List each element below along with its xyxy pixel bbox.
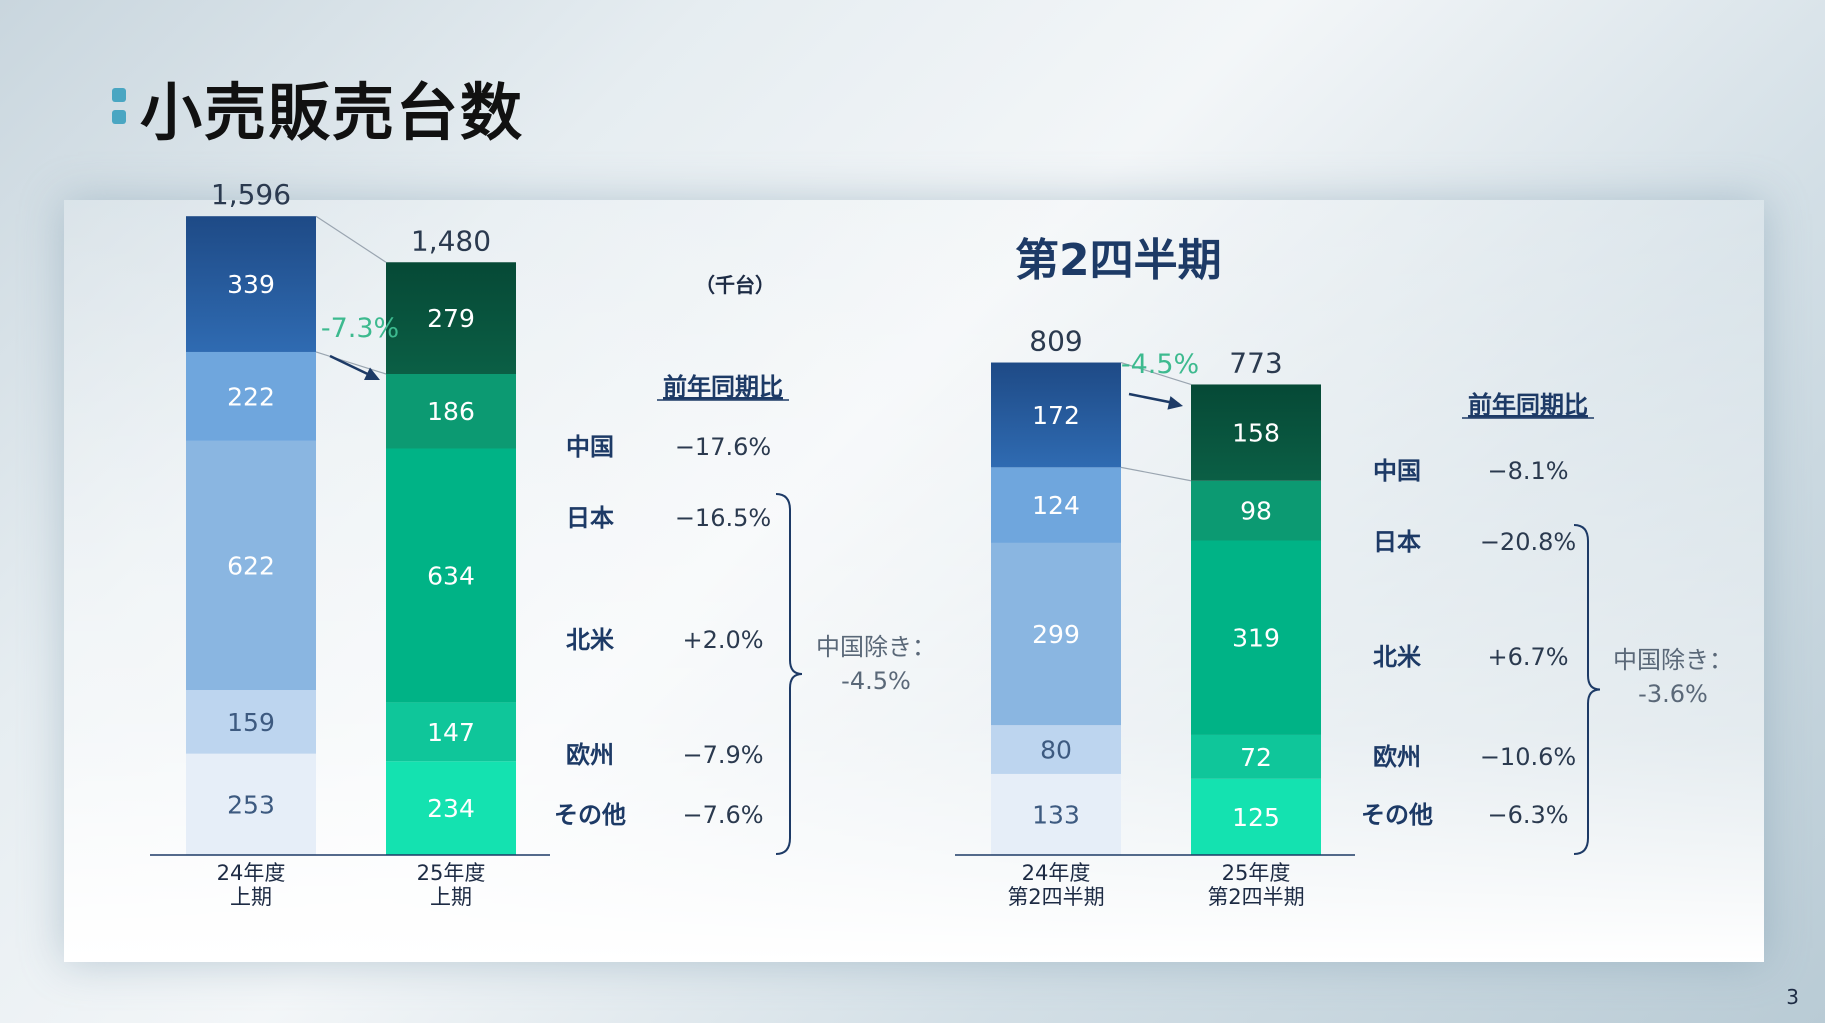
bar-segment xyxy=(186,689,316,754)
change-arrowhead-icon xyxy=(1167,396,1183,410)
bar-segment xyxy=(186,351,316,441)
data-label: 222 xyxy=(227,382,275,411)
yoy-value: −17.6% xyxy=(675,433,771,461)
bar-segment xyxy=(1191,734,1321,779)
total-label: 1,596 xyxy=(211,178,291,211)
data-label: 186 xyxy=(427,397,475,426)
total-label: 773 xyxy=(1229,346,1282,379)
bar-segment xyxy=(386,373,516,449)
legend-label: 中国 xyxy=(1373,457,1421,485)
connector-line xyxy=(1120,361,1192,386)
excl-china-value: -4.5% xyxy=(841,667,911,695)
bar-segment xyxy=(1191,778,1321,855)
change-label: -4.5% xyxy=(1121,349,1199,380)
data-label: 339 xyxy=(227,270,275,299)
bar-segment xyxy=(991,362,1121,468)
data-label: 234 xyxy=(427,794,475,823)
data-label: 634 xyxy=(427,561,475,590)
legend-label: 日本 xyxy=(1373,528,1421,556)
chart-2: 第2四半期1338029912417280924年度第2四半期125723199… xyxy=(955,235,1733,909)
change-label: -7.3% xyxy=(321,313,399,344)
brace-icon xyxy=(1573,524,1601,855)
page-title: 小売販売台数 xyxy=(140,76,525,149)
yoy-header: 前年同期比 xyxy=(663,373,783,401)
yoy-header: 前年同期比 xyxy=(1468,391,1588,419)
data-label: 622 xyxy=(227,551,275,580)
total-label: 809 xyxy=(1029,325,1082,358)
data-label: 72 xyxy=(1240,743,1272,772)
data-label: 125 xyxy=(1232,803,1280,832)
bar-segment xyxy=(386,761,516,855)
excl-china-label: 中国除き： xyxy=(1613,646,1733,674)
title-bullet-icon xyxy=(112,88,126,128)
yoy-value: −7.9% xyxy=(682,741,763,769)
data-label: 159 xyxy=(227,708,275,737)
bar-segment xyxy=(186,440,316,690)
data-label: 172 xyxy=(1032,401,1080,430)
connector-line xyxy=(315,215,387,263)
bar-segment xyxy=(386,702,516,762)
excl-china-value: -3.6% xyxy=(1638,680,1708,708)
yoy-value: −8.1% xyxy=(1487,457,1568,485)
legend-label: その他 xyxy=(554,801,626,829)
bar-segment xyxy=(991,467,1121,543)
yoy-value: −10.6% xyxy=(1480,743,1576,771)
category-label: 24年度 xyxy=(1022,861,1091,885)
yoy-value: +6.7% xyxy=(1487,643,1568,671)
legend-label: 日本 xyxy=(566,504,614,532)
bar-segment xyxy=(186,216,316,352)
yoy-value: −16.5% xyxy=(675,504,771,532)
chart-1: 上期（千台）2531596222223391,59624年度上期23414763… xyxy=(150,178,936,909)
chart-panel xyxy=(64,200,1764,962)
brace-icon xyxy=(775,493,803,855)
excl-china-label: 中国除き： xyxy=(816,633,936,661)
data-label: 299 xyxy=(1032,620,1080,649)
yoy-value: −7.6% xyxy=(682,801,763,829)
bar-segment xyxy=(1191,540,1321,735)
bar-segment xyxy=(1191,384,1321,481)
category-label: 25年度 xyxy=(1222,861,1291,885)
data-label: 98 xyxy=(1240,497,1272,526)
legend-label: 欧州 xyxy=(566,741,614,769)
bar-segment xyxy=(1191,480,1321,541)
page-number: 3 xyxy=(1786,985,1799,1009)
bar-segment xyxy=(386,262,516,374)
category-label: 第2四半期 xyxy=(1207,885,1304,909)
chart-title: 第2四半期 xyxy=(1015,235,1222,286)
unit-label: （千台） xyxy=(695,273,775,297)
legend-label: その他 xyxy=(1361,801,1433,829)
legend-label: 北米 xyxy=(1373,643,1421,671)
yoy-value: −20.8% xyxy=(1480,528,1576,556)
legend-label: 欧州 xyxy=(1373,743,1421,771)
data-label: 133 xyxy=(1032,800,1080,829)
change-arrowhead-icon xyxy=(364,367,380,381)
data-label: 124 xyxy=(1032,491,1080,520)
category-label: 24年度 xyxy=(217,861,286,885)
yoy-value: −6.3% xyxy=(1487,801,1568,829)
legend-label: 北米 xyxy=(566,626,614,654)
data-label: 147 xyxy=(427,718,475,747)
category-label: 25年度 xyxy=(417,861,486,885)
data-label: 80 xyxy=(1040,736,1072,765)
bar-segment xyxy=(386,448,516,703)
category-label: 第2四半期 xyxy=(1007,885,1104,909)
bar-segment xyxy=(991,725,1121,774)
bar-segment xyxy=(186,753,316,855)
category-label: 上期 xyxy=(230,885,272,909)
bar-segment xyxy=(991,773,1121,855)
connector-line xyxy=(315,351,387,375)
connector-line xyxy=(1120,466,1192,482)
legend-label: 中国 xyxy=(566,433,614,461)
bar-segment xyxy=(991,542,1121,726)
data-label: 279 xyxy=(427,304,475,333)
data-label: 319 xyxy=(1232,624,1280,653)
total-label: 1,480 xyxy=(411,224,491,257)
data-label: 158 xyxy=(1232,419,1280,448)
category-label: 上期 xyxy=(430,885,472,909)
data-label: 253 xyxy=(227,790,275,819)
yoy-value: +2.0% xyxy=(682,626,763,654)
